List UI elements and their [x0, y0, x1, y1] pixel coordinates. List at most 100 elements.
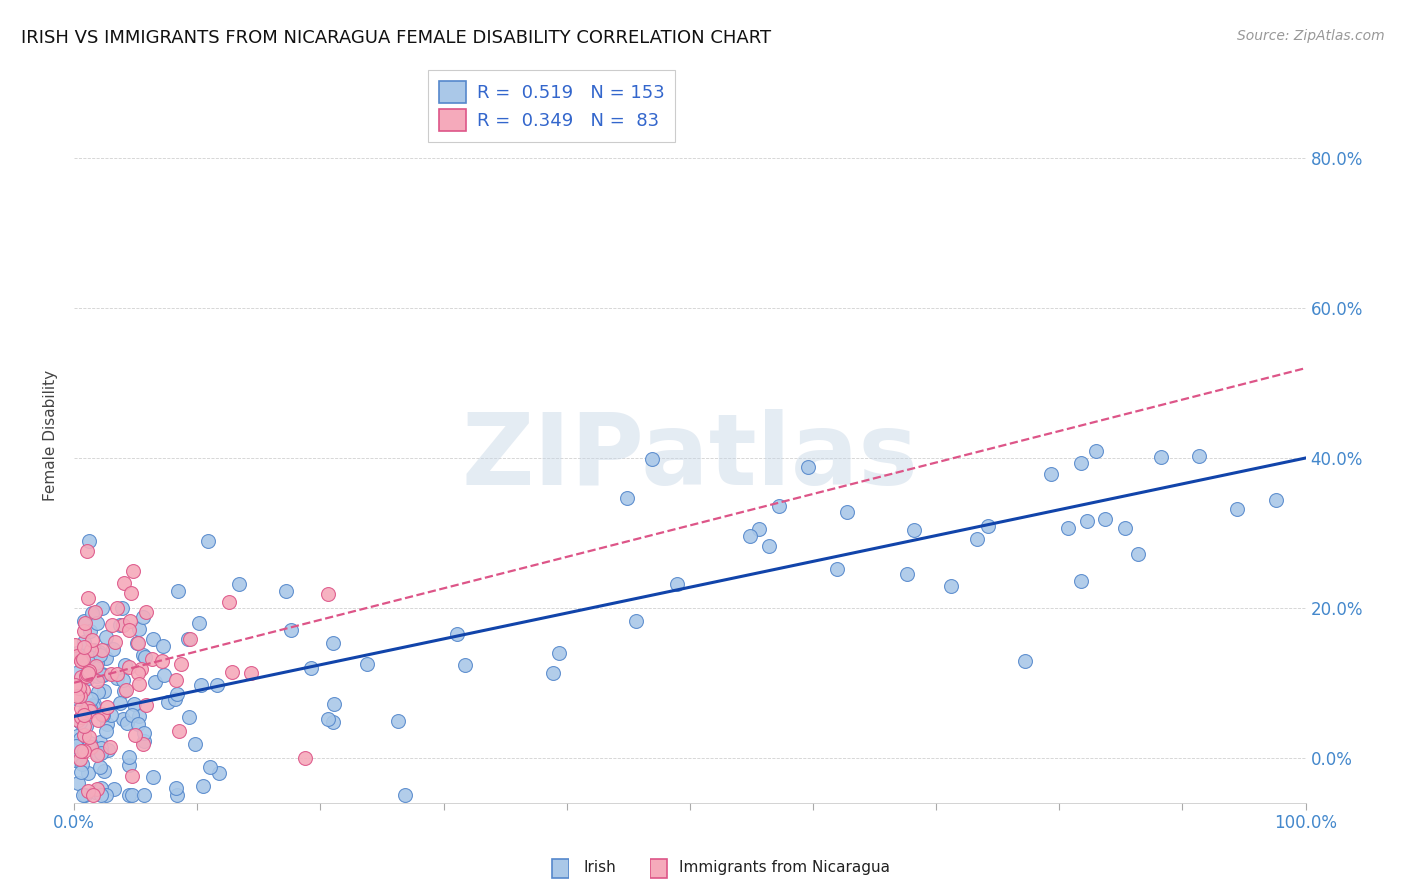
Point	[165, 673, 187, 688]
Point	[72, 719, 94, 733]
Point	[122, 697, 145, 711]
Point	[205, 678, 228, 692]
Point	[543, 665, 565, 680]
Point	[90, 668, 112, 682]
Point	[1014, 655, 1036, 669]
FancyBboxPatch shape	[553, 859, 568, 879]
Point	[77, 664, 100, 678]
Point	[127, 635, 149, 649]
Point	[167, 723, 190, 738]
Point	[94, 650, 117, 665]
Point	[73, 707, 96, 722]
Point	[121, 564, 143, 578]
Point	[104, 635, 127, 649]
Point	[67, 684, 90, 698]
Point	[145, 675, 167, 690]
Point	[82, 632, 104, 647]
Point	[114, 658, 136, 673]
Point	[118, 624, 141, 638]
Point	[90, 706, 112, 721]
FancyBboxPatch shape	[651, 859, 666, 879]
Point	[179, 710, 201, 724]
Point	[73, 624, 96, 639]
Point	[797, 460, 820, 475]
Point	[132, 610, 155, 624]
Point	[97, 742, 120, 756]
Point	[105, 601, 128, 615]
Point	[89, 760, 111, 774]
Point	[454, 658, 477, 673]
Point	[66, 776, 89, 790]
Point	[100, 707, 122, 722]
Point	[86, 616, 108, 631]
Point	[87, 713, 110, 727]
Point	[72, 683, 94, 698]
Point	[69, 683, 91, 698]
Point	[142, 632, 165, 647]
Point	[73, 744, 96, 758]
Point	[198, 760, 221, 774]
Point	[93, 764, 115, 779]
Point	[105, 667, 128, 681]
Point	[87, 645, 110, 659]
Point	[188, 616, 211, 631]
Point	[768, 499, 790, 513]
Point	[90, 788, 112, 802]
Point	[83, 662, 105, 676]
Legend: R =  0.519   N = 153, R =  0.349   N =  83: R = 0.519 N = 153, R = 0.349 N = 83	[427, 70, 675, 142]
Point	[107, 671, 129, 685]
Point	[73, 640, 96, 654]
Point	[118, 788, 141, 802]
Point	[66, 713, 89, 727]
Point	[75, 669, 97, 683]
Point	[135, 698, 157, 712]
Point	[165, 691, 187, 706]
Point	[94, 723, 117, 738]
Point	[86, 657, 108, 671]
Point	[827, 561, 849, 575]
Point	[128, 677, 150, 691]
Point	[80, 740, 103, 755]
Point	[98, 740, 121, 755]
Point	[134, 733, 156, 747]
Point	[101, 642, 124, 657]
Point	[76, 665, 98, 680]
Point	[1076, 514, 1098, 528]
Point	[72, 652, 94, 666]
Point	[274, 584, 297, 599]
Point	[82, 788, 104, 802]
Point	[294, 751, 316, 765]
Text: Immigrants from Nicaragua: Immigrants from Nicaragua	[679, 860, 890, 874]
Point	[1188, 449, 1211, 463]
Point	[80, 642, 103, 657]
Point	[218, 595, 240, 609]
Point	[129, 662, 152, 676]
Point	[73, 635, 96, 649]
Point	[77, 591, 100, 606]
Point	[86, 781, 108, 796]
Point	[65, 739, 87, 753]
Point	[228, 577, 250, 591]
Point	[141, 652, 163, 666]
Point	[121, 788, 143, 802]
Point	[127, 665, 149, 680]
Point	[65, 753, 87, 767]
Point	[1085, 443, 1108, 458]
Point	[77, 704, 100, 718]
Point	[111, 601, 134, 615]
Point	[299, 660, 322, 674]
Point	[65, 678, 87, 692]
Text: IRISH VS IMMIGRANTS FROM NICARAGUA FEMALE DISABILITY CORRELATION CHART: IRISH VS IMMIGRANTS FROM NICARAGUA FEMAL…	[21, 29, 772, 46]
Point	[83, 606, 105, 620]
Point	[101, 617, 124, 632]
Point	[83, 697, 105, 711]
Point	[190, 677, 212, 691]
Point	[82, 606, 104, 620]
Point	[112, 576, 135, 591]
Point	[120, 586, 142, 600]
Point	[76, 666, 98, 681]
Point	[127, 716, 149, 731]
Point	[1094, 511, 1116, 525]
Point	[83, 785, 105, 799]
Point	[67, 692, 90, 706]
